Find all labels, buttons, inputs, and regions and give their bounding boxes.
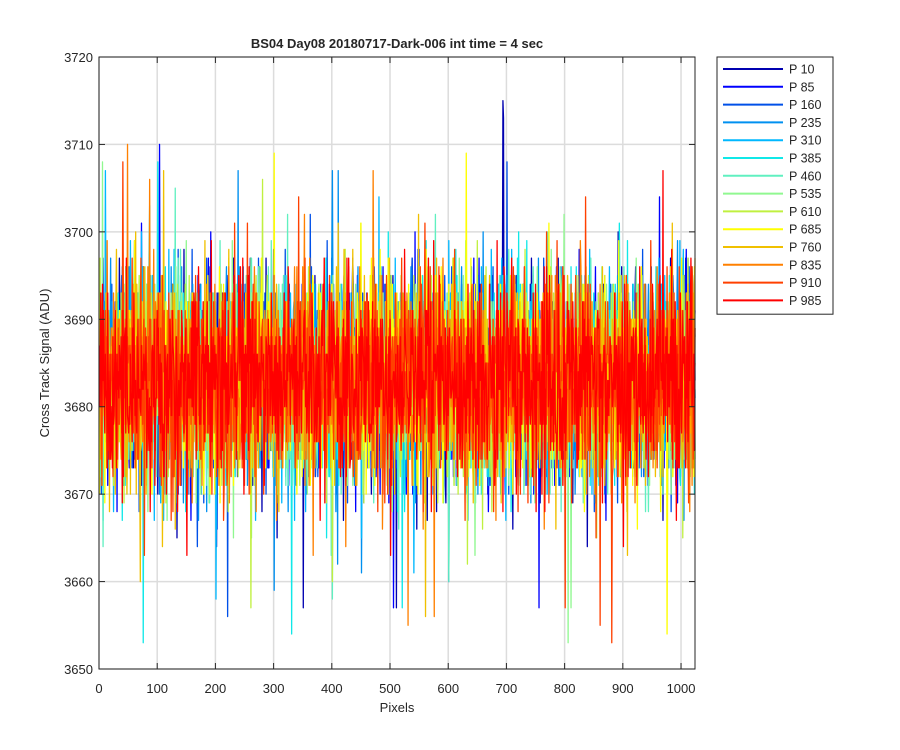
x-axis-label: Pixels — [380, 700, 415, 715]
y-tick-label: 3710 — [64, 137, 93, 152]
y-tick-label: 3700 — [64, 225, 93, 240]
x-tick-label: 0 — [95, 681, 102, 696]
legend-label: P 10 — [789, 63, 815, 77]
y-tick-label: 3670 — [64, 487, 93, 502]
x-tick-label: 400 — [321, 681, 343, 696]
legend: P 10 P 85 P 160 P 235 P 310 P 385 P 460 P 535 P … — [716, 56, 834, 315]
x-tick-label: 500 — [379, 681, 401, 696]
legend-label: P 835 — [789, 258, 821, 272]
x-axis-ticks: 0 100 200 300 400 500 600 700 800 900 1000 — [95, 57, 695, 696]
legend-label: P 910 — [789, 276, 821, 290]
plot-frame — [98, 56, 696, 670]
legend-box — [716, 56, 834, 315]
y-tick-label: 3650 — [64, 662, 93, 677]
legend-label: P 385 — [789, 152, 821, 166]
y-tick-label: 3720 — [64, 50, 93, 65]
y-tick-label: 3660 — [64, 575, 93, 590]
legend-label: P 85 — [789, 80, 815, 94]
legend-label: P 235 — [789, 116, 821, 130]
legend-label: P 985 — [789, 294, 821, 308]
y-axis-ticks: 3650 3660 3670 3680 3690 3700 3710 3720 — [64, 50, 695, 677]
legend-label: P 460 — [789, 169, 821, 183]
x-tick-label: 300 — [263, 681, 285, 696]
chart-title: BS04 Day08 20180717-Dark-006 int time = … — [251, 36, 543, 51]
legend-label: P 310 — [789, 134, 821, 148]
x-tick-label: 900 — [612, 681, 634, 696]
x-tick-label: 700 — [496, 681, 518, 696]
y-tick-label: 3680 — [64, 400, 93, 415]
legend-label: P 610 — [789, 205, 821, 219]
legend-label: P 160 — [789, 98, 821, 112]
series-layer — [98, 100, 696, 644]
x-tick-label: 800 — [554, 681, 576, 696]
legend-label: P 535 — [789, 187, 821, 201]
legend-label: P 760 — [789, 241, 821, 255]
x-tick-label: 600 — [437, 681, 459, 696]
y-tick-label: 3690 — [64, 312, 93, 327]
x-tick-label: 200 — [205, 681, 227, 696]
legend-label: P 685 — [789, 223, 821, 237]
y-axis-label: Cross Track Signal (ADU) — [37, 289, 52, 438]
x-tick-label: 1000 — [667, 681, 696, 696]
series-line — [98, 170, 696, 556]
x-tick-label: 100 — [146, 681, 168, 696]
